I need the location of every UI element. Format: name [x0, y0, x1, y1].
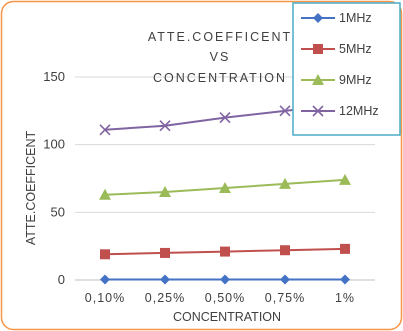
legend: 1MHz 5MHz 9MHz 12MHz [292, 2, 401, 136]
data-point-9mhz [279, 177, 291, 189]
legend-marker-9mhz [312, 74, 324, 85]
data-point-9mhz [99, 188, 111, 200]
legend-label-5mhz: 5MHz [339, 42, 372, 56]
y-tick-labels: 0 50 100 150 [43, 69, 65, 287]
data-point-5mhz [100, 249, 110, 260]
legend-box [292, 2, 401, 136]
legend-entry-5mhz: 5MHz [301, 42, 372, 56]
data-point-1mhz [160, 274, 170, 285]
y-tick-label: 50 [51, 204, 65, 219]
data-point-12mhz [279, 105, 291, 117]
x-tick-label: 0,75% [265, 291, 305, 305]
x-tick-label: 1% [335, 291, 355, 305]
legend-marker-1mhz [313, 13, 323, 23]
data-point-9mhz [339, 173, 351, 185]
x-tick-labels: 0,10% 0,25% 0,50% 0,75% 1% [85, 291, 355, 305]
legend-entry-1mhz: 1MHz [301, 11, 372, 25]
data-point-12mhz [159, 120, 171, 132]
legend-entry-12mhz: 12MHz [301, 104, 379, 118]
data-point-5mhz [160, 247, 170, 258]
data-point-1mhz [340, 274, 350, 285]
series-5mhz [100, 243, 350, 260]
chart-title-line-1: ATTE.COEFFICENT [148, 30, 292, 44]
data-point-5mhz [340, 243, 350, 254]
chart-title: ATTE.COEFFICENT VS CONCENTRATION [148, 30, 292, 85]
x-tick-label: 0,25% [145, 291, 185, 305]
data-point-5mhz [280, 245, 290, 256]
y-tick-label: 0 [58, 272, 65, 287]
data-point-12mhz [99, 124, 111, 136]
series-9mhz [99, 173, 351, 200]
data-point-9mhz [159, 186, 171, 198]
legend-label-12mhz: 12MHz [339, 104, 379, 118]
legend-label-9mhz: 9MHz [339, 73, 372, 87]
data-point-12mhz [219, 112, 231, 124]
legend-entry-9mhz: 9MHz [301, 73, 372, 87]
legend-marker-5mhz [313, 44, 323, 54]
x-tick-label: 0,50% [205, 291, 245, 305]
series-layer [99, 98, 351, 285]
y-tick-label: 150 [43, 69, 65, 84]
data-point-9mhz [219, 181, 231, 193]
data-point-5mhz [220, 246, 230, 257]
y-tick-label: 100 [43, 137, 65, 152]
data-point-1mhz [100, 274, 110, 285]
x-axis-label: CONCENTRATION [173, 310, 281, 324]
data-point-1mhz [280, 274, 290, 285]
legend-marker-12mhz [312, 105, 324, 117]
chart-title-line-2: VS [210, 50, 231, 64]
legend-label-1mhz: 1MHz [339, 11, 372, 25]
y-axis-label: ATTE.COEFFICENT [24, 130, 38, 245]
chart-title-line-3: CONCENTRATION [153, 71, 287, 85]
x-tick-label: 0,10% [85, 291, 125, 305]
data-point-1mhz [220, 274, 230, 285]
series-1mhz [100, 274, 350, 285]
